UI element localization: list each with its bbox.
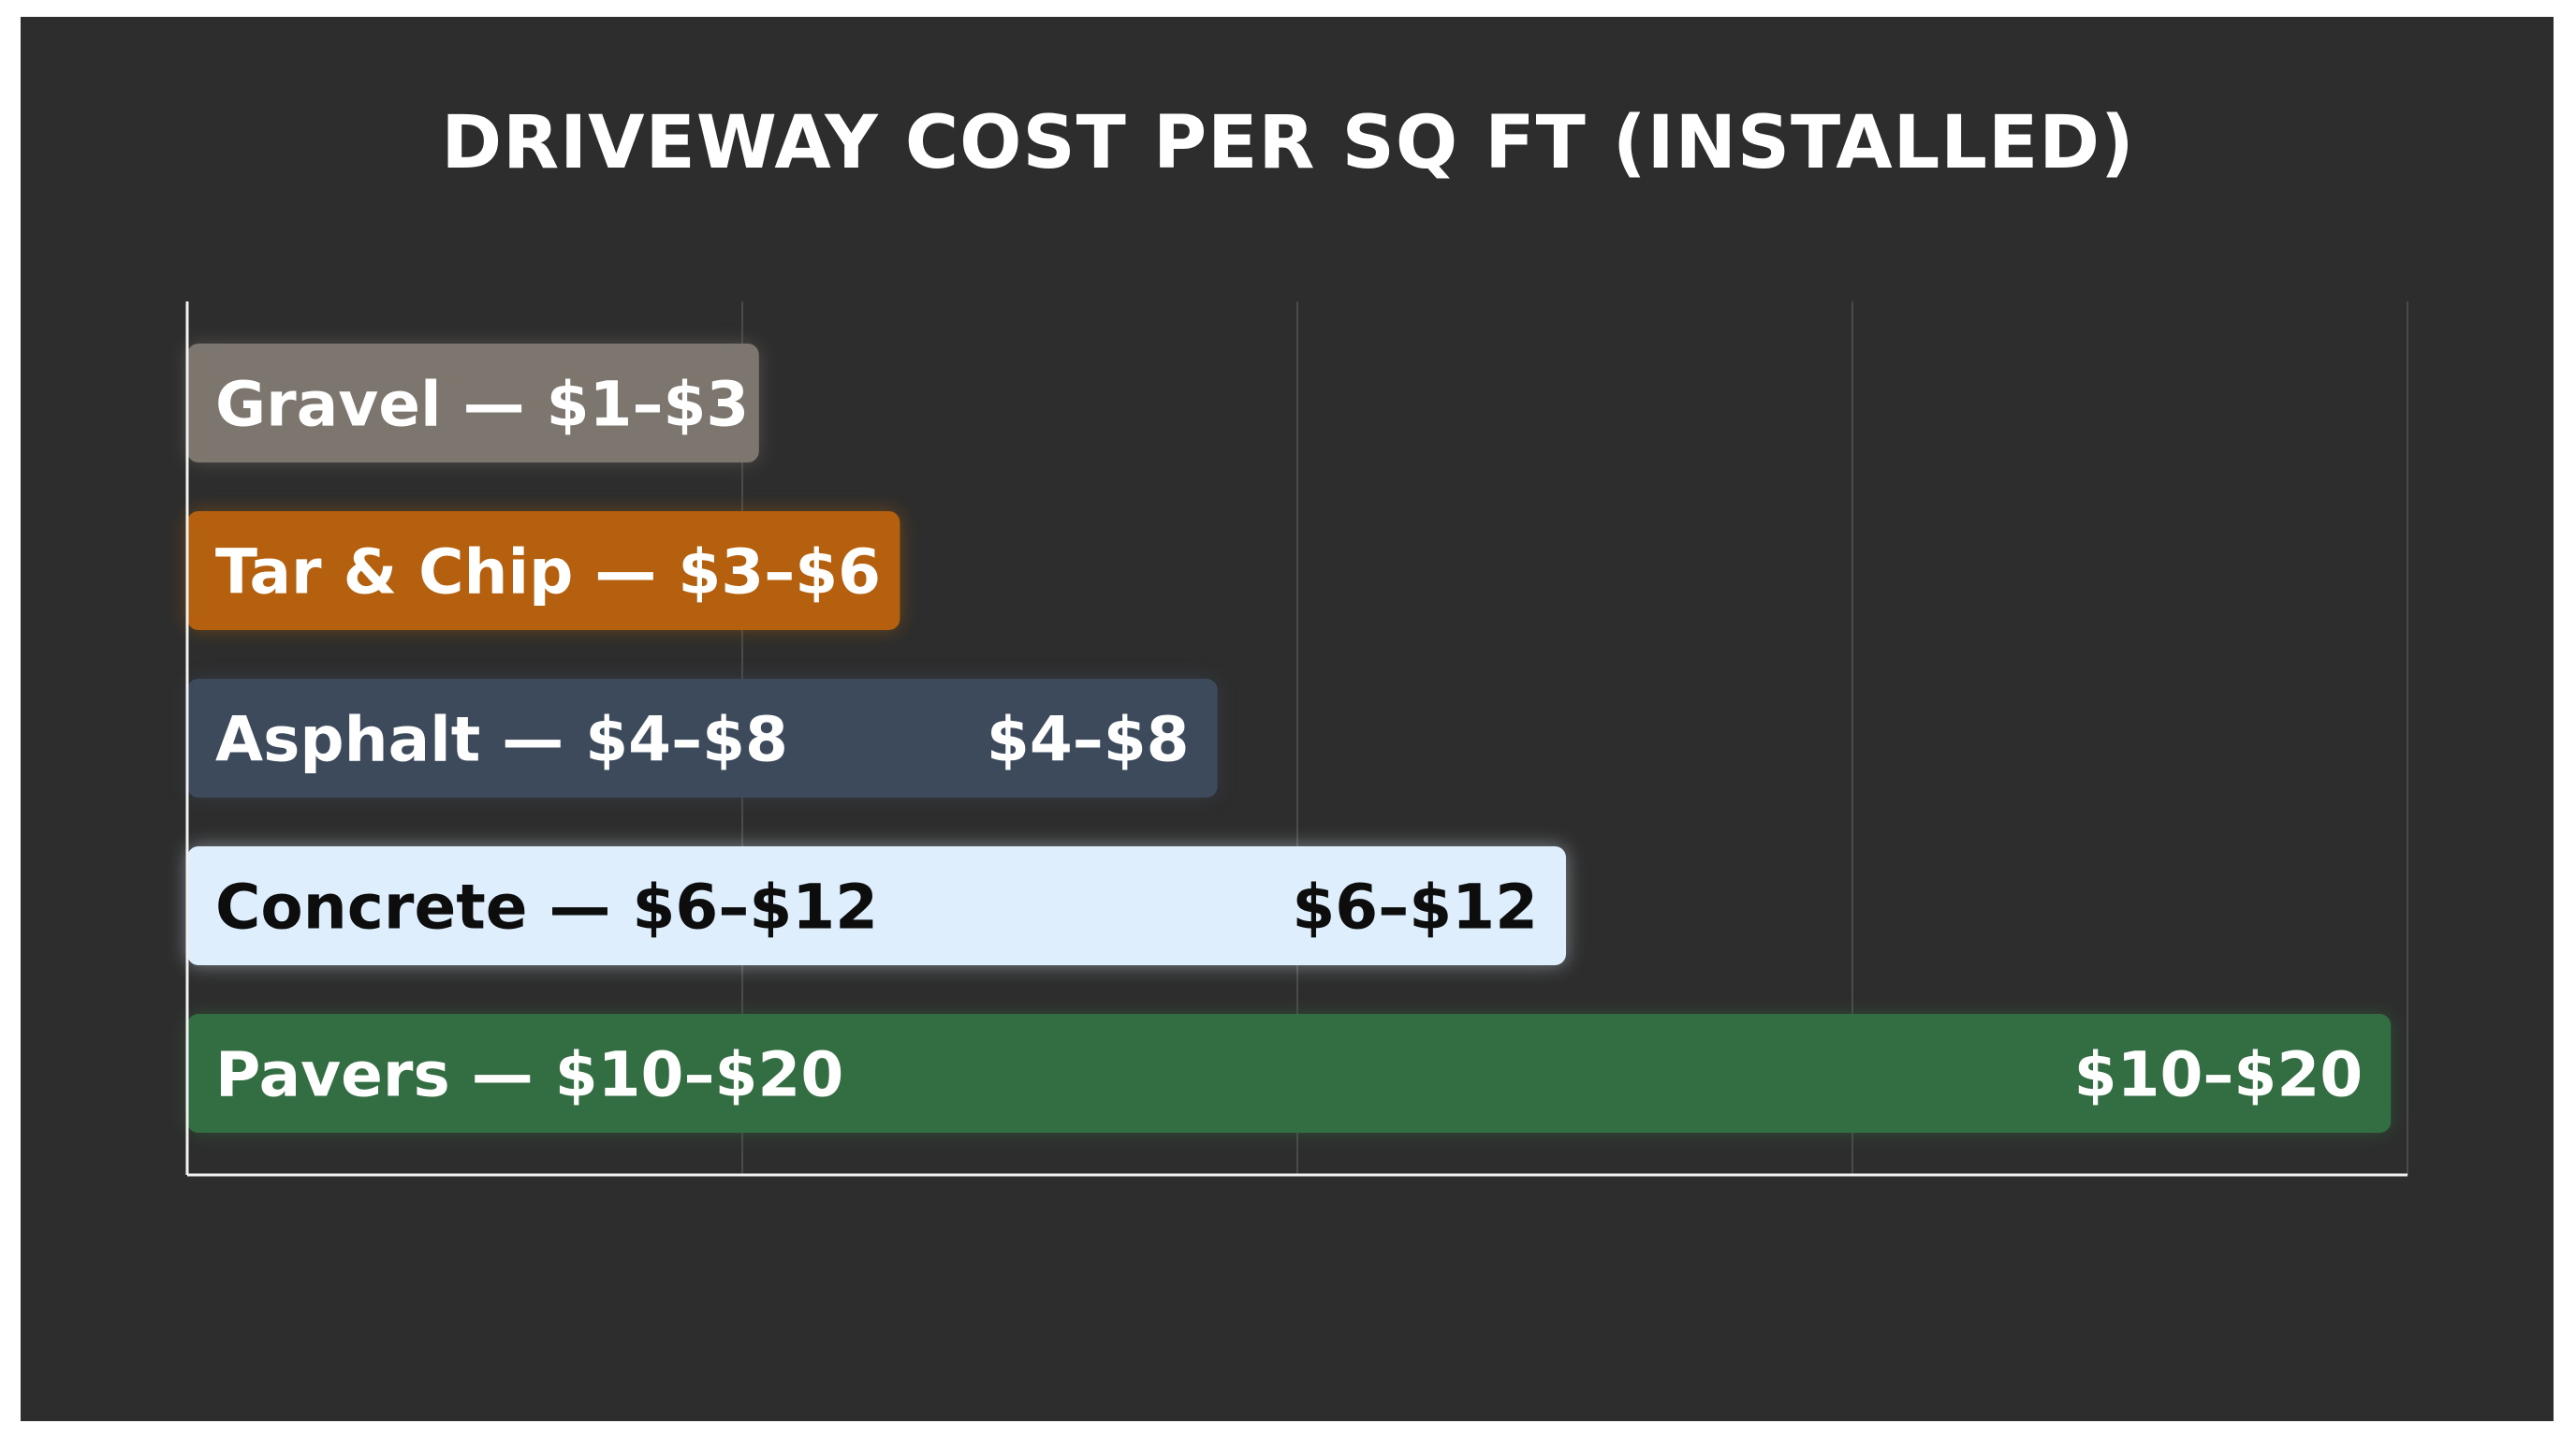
bar-group-gravel: Gravel — $1–$3	[187, 344, 759, 462]
bar-asphalt	[187, 679, 1218, 798]
bars: Gravel — $1–$3 Tar & Chip — $3–$6 Asphalt …	[187, 344, 2392, 1133]
bar-group-asphalt: Asphalt — $4–$8 $4–$8	[187, 679, 1218, 798]
bar-label-asphalt: Asphalt — $4–$8	[215, 704, 788, 776]
bar-concrete	[187, 846, 1567, 965]
bar-group-pavers: Pavers — $10–$20 $10–$20	[187, 1014, 2392, 1133]
bar-group-concrete: Concrete — $6–$12 $6–$12	[187, 846, 1567, 965]
bar-label-pavers: Pavers — $10–$20	[215, 1039, 843, 1111]
bar-end-label-concrete: $6–$12	[1292, 872, 1538, 944]
bar-pavers	[187, 1014, 2392, 1133]
axes	[185, 301, 2408, 1177]
bar-group-tar-chip: Tar & Chip — $3–$6	[187, 511, 900, 630]
chart-title: DRIVEWAY COST PER SQ FT (INSTALLED)	[441, 101, 2135, 185]
bar-end-label-pavers: $10–$20	[2074, 1039, 2364, 1111]
bar-end-label-asphalt: $4–$8	[987, 704, 1190, 776]
bar-tar-chip	[187, 511, 900, 630]
bar-label-concrete: Concrete — $6–$12	[215, 872, 878, 944]
bar-label-tar-chip: Tar & Chip — $3–$6	[215, 536, 881, 609]
bar-gravel	[187, 344, 759, 462]
bar-label-gravel: Gravel — $1–$3	[215, 369, 749, 441]
